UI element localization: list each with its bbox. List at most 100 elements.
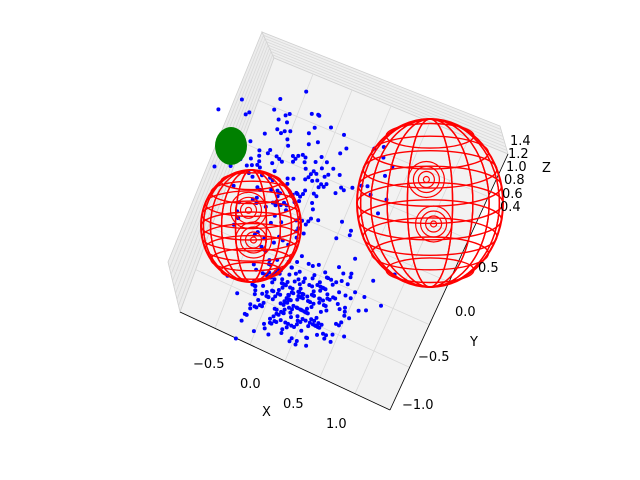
pole-ring bbox=[425, 215, 443, 233]
scatter-point bbox=[304, 335, 309, 340]
scatter-point bbox=[311, 191, 316, 196]
scatter-point bbox=[308, 172, 313, 177]
scatter-point bbox=[333, 191, 338, 196]
scatter-point bbox=[353, 256, 358, 261]
scatter-point bbox=[290, 307, 294, 312]
scatter-point bbox=[314, 194, 319, 199]
scatter-point bbox=[330, 282, 335, 287]
scatter-point bbox=[315, 332, 319, 337]
scatter-point bbox=[310, 284, 315, 289]
scatter-point bbox=[298, 194, 303, 199]
scatter-point bbox=[297, 282, 302, 287]
scatter-point bbox=[285, 181, 290, 186]
scatter-point bbox=[252, 283, 257, 288]
scatter-point bbox=[364, 308, 368, 313]
scatter-point bbox=[288, 310, 293, 315]
scatter-point bbox=[250, 174, 255, 179]
scatter-point bbox=[294, 322, 299, 327]
scatter-point bbox=[285, 176, 290, 181]
scatter-point bbox=[260, 291, 265, 296]
scatter-point bbox=[216, 107, 221, 112]
scatter-point bbox=[334, 321, 338, 326]
pole-ring bbox=[234, 221, 273, 259]
scatter-point bbox=[347, 233, 352, 238]
scatter-point bbox=[244, 312, 249, 317]
scatter-point bbox=[274, 320, 279, 324]
scatter-point bbox=[337, 307, 342, 312]
scatter-point bbox=[379, 303, 383, 308]
scatter-point bbox=[282, 299, 287, 304]
scatter-point bbox=[337, 173, 342, 177]
scatter-point bbox=[344, 146, 349, 151]
scatter-point bbox=[326, 172, 331, 177]
scatter-point bbox=[292, 279, 297, 284]
scatter-point bbox=[289, 336, 294, 341]
back-grid-line bbox=[173, 44, 269, 288]
scatter-point bbox=[305, 311, 310, 316]
scatter-point bbox=[282, 307, 287, 312]
scatter-point bbox=[278, 301, 283, 306]
pole-ring bbox=[244, 206, 253, 214]
scatter-point bbox=[323, 304, 328, 308]
pole-ring bbox=[422, 175, 430, 184]
scatter-point bbox=[279, 159, 284, 164]
scatter-point bbox=[310, 276, 315, 281]
scatter-point bbox=[310, 207, 315, 212]
scatter-point bbox=[317, 300, 322, 305]
scatter-point bbox=[365, 184, 370, 189]
z-tick-label: 0.6 bbox=[502, 187, 523, 202]
scatter-point bbox=[319, 322, 324, 327]
back-grid-line bbox=[266, 41, 504, 137]
scatter-point bbox=[252, 292, 257, 297]
back-grid-line bbox=[176, 51, 272, 300]
scatter-point bbox=[343, 305, 347, 310]
scatter-point bbox=[249, 163, 254, 168]
scatter-point bbox=[316, 262, 321, 267]
scatter-point bbox=[274, 154, 279, 159]
scatter-point bbox=[276, 117, 281, 122]
scatter-point bbox=[309, 317, 314, 322]
scatter-point bbox=[318, 288, 323, 293]
scatter-point bbox=[299, 295, 304, 300]
scatter-point bbox=[257, 148, 262, 153]
scatter-point bbox=[301, 280, 306, 284]
scatter-point bbox=[255, 185, 260, 190]
scatter-point bbox=[317, 296, 322, 301]
scatter-point bbox=[291, 176, 296, 181]
x-axis-line bbox=[179, 311, 391, 411]
scatter-point bbox=[261, 300, 266, 305]
scatter-point bbox=[262, 326, 267, 331]
pole-ring bbox=[234, 196, 263, 224]
scatter-point bbox=[262, 131, 267, 136]
scatter-point bbox=[312, 273, 317, 278]
scatter-point bbox=[309, 216, 313, 221]
scatter-point bbox=[272, 277, 277, 282]
scatter-point bbox=[312, 125, 317, 130]
scatter-point bbox=[267, 320, 272, 325]
z-tick-labels: 0.4 0.6 0.8 1.0 1.2 1.4 bbox=[500, 134, 531, 215]
scatter-point bbox=[339, 185, 344, 190]
scatter-point bbox=[337, 290, 342, 295]
scatter-point bbox=[281, 302, 286, 307]
scatter-point bbox=[342, 309, 347, 314]
scatter-point bbox=[297, 269, 302, 274]
scatter-point bbox=[301, 231, 306, 236]
y-tick-label: −1.0 bbox=[402, 398, 434, 413]
scatter-point bbox=[282, 129, 287, 134]
scatter-point bbox=[339, 279, 344, 283]
scatter-point bbox=[268, 316, 272, 321]
z-tick-label: 1.2 bbox=[508, 147, 529, 162]
parallel-line bbox=[385, 122, 475, 149]
scatter-point bbox=[270, 161, 275, 166]
scatter-point bbox=[291, 159, 295, 164]
parallel-line bbox=[220, 172, 282, 191]
x-axis-label: X bbox=[262, 405, 271, 420]
scatter-point bbox=[255, 162, 260, 167]
scatter-point bbox=[248, 156, 253, 161]
scatter-point bbox=[285, 280, 290, 284]
scatter-point bbox=[330, 332, 335, 337]
y-tick-label: 0.5 bbox=[478, 261, 499, 276]
scatter-point bbox=[271, 240, 276, 245]
scatter-point bbox=[309, 305, 314, 309]
z-tick-label: 0.4 bbox=[500, 200, 521, 215]
